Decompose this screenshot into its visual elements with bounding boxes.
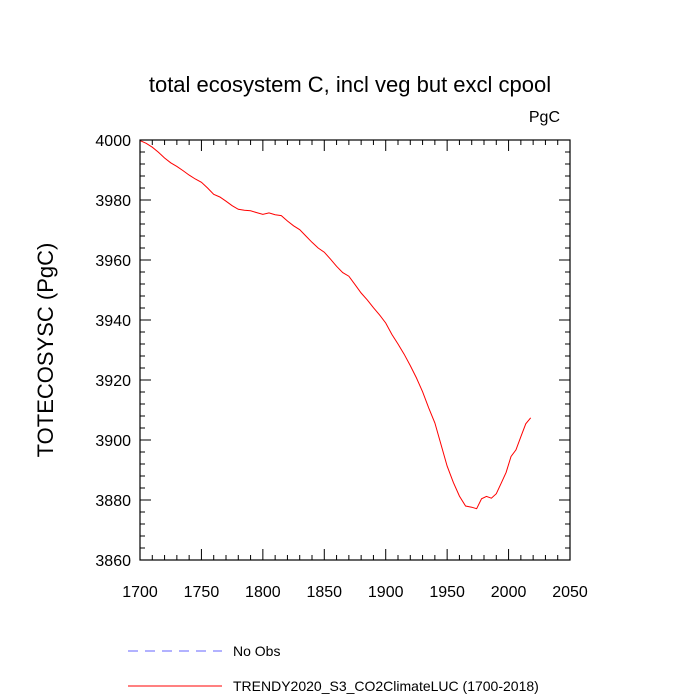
y-tick-label: 3960 bbox=[95, 253, 131, 270]
x-tick-label: 1900 bbox=[368, 584, 404, 601]
y-tick-label: 3860 bbox=[95, 553, 131, 570]
units-label: PgC bbox=[529, 109, 560, 126]
x-tick-label: 1750 bbox=[184, 584, 220, 601]
legend-label-no-obs: No Obs bbox=[233, 643, 280, 659]
y-axis-label: TOTECOSYSC (PgC) bbox=[33, 243, 58, 458]
legend: No Obs TRENDY2020_S3_CO2ClimateLUC (1700… bbox=[128, 643, 539, 694]
y-tick-label: 3880 bbox=[95, 493, 131, 510]
x-tick-label: 2000 bbox=[491, 584, 527, 601]
y-tick-label: 3940 bbox=[95, 313, 131, 330]
x-tick-label: 1850 bbox=[306, 584, 342, 601]
y-tick-label: 3900 bbox=[95, 433, 131, 450]
y-tick-label: 4000 bbox=[95, 133, 131, 150]
plot-area: 1700 1750 1800 1850 1900 1950 2000 2050 3860 3880… bbox=[95, 133, 587, 601]
y-tick-label: 3920 bbox=[95, 373, 131, 390]
legend-label-trendy: TRENDY2020_S3_CO2ClimateLUC (1700-2018) bbox=[233, 678, 539, 694]
x-tick-label: 1800 bbox=[245, 584, 281, 601]
y-tick-label: 3980 bbox=[95, 193, 131, 210]
x-tick-label: 1700 bbox=[122, 584, 158, 601]
series-line-0 bbox=[139, 140, 532, 510]
x-tick-label: 1950 bbox=[429, 584, 465, 601]
x-tick-label: 2050 bbox=[552, 584, 588, 601]
plot-frame bbox=[139, 139, 571, 561]
chart-title: total ecosystem C, incl veg but excl cpo… bbox=[149, 72, 551, 97]
